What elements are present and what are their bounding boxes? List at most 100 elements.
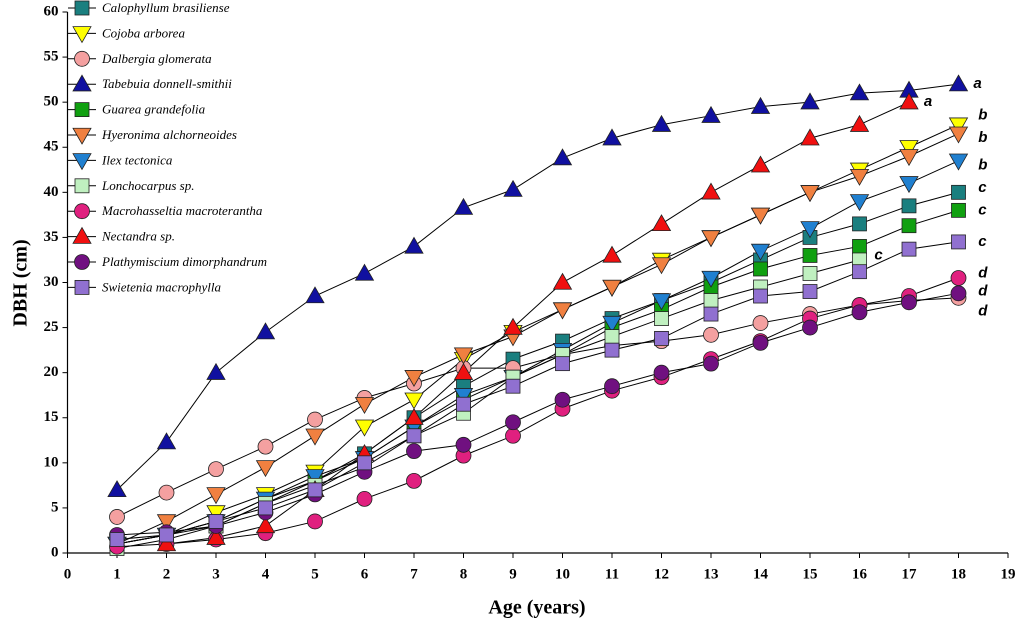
data-point <box>206 505 226 523</box>
annotation: d <box>978 302 988 319</box>
data-point <box>453 197 474 215</box>
data-point <box>651 214 672 232</box>
legend-marker <box>72 153 92 171</box>
data-point <box>750 243 771 261</box>
data-point <box>602 315 622 333</box>
legend-marker <box>74 279 90 295</box>
data-point <box>899 140 919 158</box>
data-point <box>208 514 224 529</box>
x-tick-label: 8 <box>460 566 468 582</box>
series-line <box>116 297 959 518</box>
x-tick-label: 13 <box>704 566 719 582</box>
legend-marker <box>72 226 92 244</box>
x-tick-label: 6 <box>361 566 369 582</box>
annotation: b <box>978 129 987 146</box>
data-point <box>653 364 670 381</box>
data-point <box>899 92 919 110</box>
annotation: c <box>978 201 987 218</box>
data-point <box>703 306 719 322</box>
y-tick-label: 30 <box>44 274 59 290</box>
annotation: b <box>978 107 987 124</box>
legend-label: Ilex tectonica <box>101 152 173 167</box>
data-point <box>208 461 224 478</box>
y-axis-label: DBH (cm) <box>10 239 32 326</box>
legend-label: Macrohasseltia macroterantha <box>101 203 263 218</box>
data-point <box>255 460 276 478</box>
y-tick-label: 20 <box>44 364 59 380</box>
data-point <box>802 266 818 281</box>
data-point <box>849 83 870 101</box>
data-point <box>406 443 422 460</box>
data-point <box>654 311 669 326</box>
x-tick-label: 11 <box>605 566 619 582</box>
x-tick-label: 2 <box>163 566 171 582</box>
y-tick-label: 25 <box>44 319 59 335</box>
data-point <box>404 370 424 387</box>
data-point <box>802 248 818 263</box>
x-tick-label: 0 <box>64 566 72 582</box>
data-point <box>851 304 868 321</box>
data-point <box>156 534 177 552</box>
data-point <box>555 356 570 372</box>
series-line <box>116 292 959 536</box>
data-point <box>404 407 424 425</box>
data-point <box>159 527 174 543</box>
data-point <box>948 117 969 135</box>
data-point <box>255 516 276 534</box>
data-point <box>109 509 125 525</box>
y-tick-label: 0 <box>51 544 59 560</box>
legend-label: Guarea grandefolia <box>102 102 206 117</box>
series-line <box>116 124 959 545</box>
x-tick-label: 3 <box>212 566 220 582</box>
legend-marker <box>72 74 92 92</box>
data-point <box>849 168 870 186</box>
legend-label: Lonchocarpus sp. <box>101 178 194 193</box>
series-line <box>116 191 959 545</box>
data-point <box>356 490 373 507</box>
data-point <box>552 272 573 290</box>
legend-marker <box>72 26 92 44</box>
data-point <box>354 263 375 281</box>
x-tick-label: 9 <box>509 566 517 582</box>
data-point <box>703 293 719 308</box>
legend-marker <box>74 178 90 194</box>
legend-marker <box>74 102 90 117</box>
legend-label: Swietenia macrophylla <box>102 279 222 294</box>
legend-label: Tabebuia donnell-smithii <box>102 76 232 91</box>
data-point <box>305 428 325 446</box>
data-point <box>800 185 820 203</box>
data-point <box>552 148 573 166</box>
data-point <box>206 362 226 380</box>
data-point <box>849 114 870 132</box>
y-tick-label: 10 <box>44 454 59 470</box>
data-point <box>651 114 672 132</box>
data-point <box>305 469 325 487</box>
annotation: c <box>978 233 987 250</box>
y-tick-label: 15 <box>44 409 59 425</box>
data-point <box>753 288 768 304</box>
data-point <box>948 74 969 92</box>
data-point <box>849 194 870 212</box>
data-point <box>505 378 521 394</box>
series-line <box>116 259 860 549</box>
y-tick-label: 50 <box>44 94 59 110</box>
data-point <box>255 322 276 340</box>
legend-marker <box>74 254 90 270</box>
data-point <box>701 270 721 288</box>
y-tick-label: 55 <box>44 49 59 65</box>
data-point <box>455 436 472 453</box>
data-point <box>107 480 127 498</box>
data-point <box>406 428 422 444</box>
data-point <box>752 335 769 351</box>
data-point <box>750 155 771 173</box>
data-point <box>800 128 820 146</box>
data-point <box>948 126 969 144</box>
data-point <box>307 411 323 428</box>
x-tick-label: 15 <box>803 566 818 582</box>
data-point <box>552 302 573 320</box>
data-point <box>701 182 721 200</box>
y-tick-label: 40 <box>44 184 59 200</box>
x-tick-label: 12 <box>654 566 669 582</box>
y-tick-label: 35 <box>44 229 59 245</box>
